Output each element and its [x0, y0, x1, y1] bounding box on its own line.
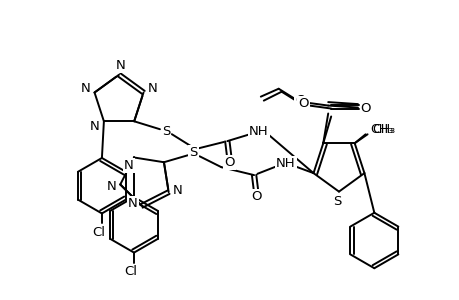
Text: N: N — [124, 159, 134, 172]
Text: N: N — [147, 82, 157, 95]
Text: O: O — [360, 101, 370, 114]
Text: O: O — [224, 156, 234, 170]
Text: Cl: Cl — [124, 265, 137, 278]
Text: N: N — [116, 59, 126, 72]
Text: S: S — [162, 125, 170, 138]
Text: N: N — [81, 82, 90, 95]
Text: N: N — [172, 184, 182, 197]
Text: S: S — [332, 195, 341, 208]
Text: Cl: Cl — [92, 226, 105, 239]
Text: O: O — [295, 94, 305, 107]
Text: O: O — [297, 97, 308, 110]
Text: S: S — [189, 146, 197, 159]
Text: N: N — [90, 120, 100, 133]
Text: CH₃: CH₃ — [370, 123, 393, 136]
Text: O: O — [360, 102, 370, 115]
Text: N: N — [128, 197, 137, 210]
Text: NH: NH — [275, 157, 295, 170]
Text: NH: NH — [249, 125, 268, 138]
Text: O: O — [250, 190, 261, 203]
Text: N: N — [106, 180, 116, 193]
Text: CH₃: CH₃ — [372, 123, 395, 136]
